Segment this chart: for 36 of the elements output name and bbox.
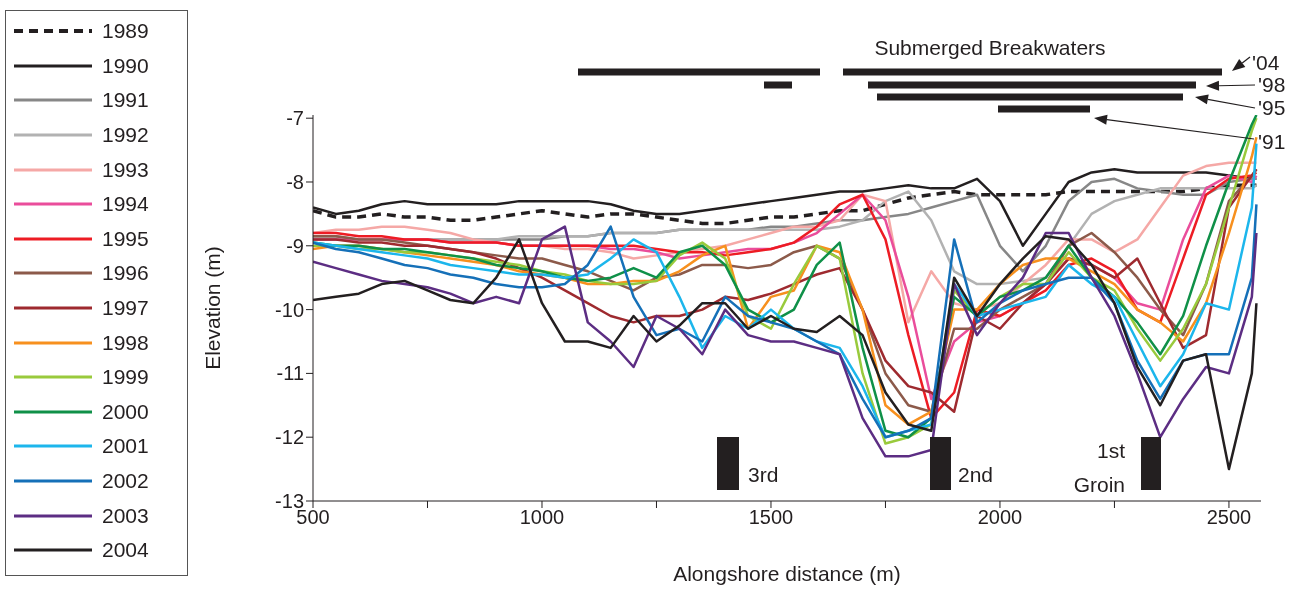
y-tick-label: -8: [286, 171, 304, 194]
y-tick-label: -12: [275, 426, 304, 449]
legend-label: 1995: [102, 226, 149, 251]
legend-label: 1997: [102, 296, 149, 321]
annotation: '91: [1258, 130, 1286, 153]
legend-label: 1990: [102, 53, 149, 78]
legend-label: 1999: [102, 365, 149, 390]
annotation: '95: [1258, 96, 1286, 119]
legend-label: 2002: [102, 469, 149, 494]
y-tick-label: -10: [275, 298, 304, 321]
legend-label: 2001: [102, 434, 149, 459]
legend-label: 1992: [102, 123, 149, 148]
annotation: 3rd: [748, 463, 779, 486]
x-tick-label: 1500: [748, 506, 794, 529]
x-tick-label: 2000: [977, 506, 1023, 529]
legend-label: 2003: [102, 503, 149, 528]
text: '98: [1258, 73, 1286, 96]
annotation: 2nd: [958, 463, 994, 486]
legend-label: 2004: [102, 538, 149, 563]
x-tick-label: 2500: [1206, 506, 1252, 529]
legend-label: 1991: [102, 88, 149, 113]
legend-label: 1989: [102, 19, 149, 44]
x-tick-label: 1000: [519, 506, 565, 529]
annotation: 1st Groin: [1073, 439, 1126, 496]
y-tick-label: -9: [286, 234, 304, 257]
legend-label: 1996: [102, 261, 149, 286]
text: Submerged Breakwaters: [874, 36, 1106, 59]
legend-label: 1994: [102, 192, 149, 217]
y-axis-title: Elevation (m): [201, 246, 225, 370]
y-tick-label: -11: [276, 362, 304, 385]
text: '04: [1252, 51, 1280, 74]
x-axis-title: Alongshore distance (m): [673, 562, 901, 585]
y-tick-label: -7: [286, 107, 304, 130]
legend-label: 1993: [102, 157, 149, 182]
legend-label: 1998: [102, 330, 149, 355]
legend-label: 2000: [102, 399, 149, 424]
